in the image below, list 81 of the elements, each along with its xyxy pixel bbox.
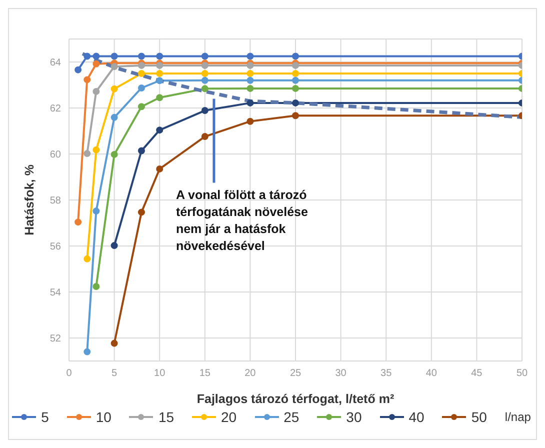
point	[84, 255, 91, 262]
x-tick-label: 0	[66, 368, 72, 380]
point	[246, 52, 254, 60]
point	[84, 52, 91, 60]
point	[201, 85, 208, 92]
point	[201, 76, 208, 84]
legend-label: 40	[408, 409, 424, 425]
legend-title: l/nap	[504, 410, 531, 424]
point	[246, 118, 254, 125]
point	[292, 70, 299, 77]
y-tick-label: 58	[50, 196, 62, 207]
point	[156, 94, 164, 102]
point	[92, 146, 100, 154]
point	[292, 76, 299, 84]
point	[201, 107, 208, 114]
point	[201, 133, 208, 140]
x-tick-label: 25	[290, 368, 302, 380]
legend-label: 20	[221, 409, 237, 425]
y-tick-label: 56	[50, 242, 62, 253]
point	[74, 218, 82, 226]
legend-label: 10	[96, 409, 112, 425]
point	[156, 70, 164, 77]
point	[74, 66, 82, 74]
point	[92, 88, 100, 95]
y-tick-label: 54	[50, 288, 62, 299]
point	[156, 52, 164, 60]
point	[92, 60, 100, 68]
x-tick-label: 15	[199, 368, 211, 380]
legend-label: 50	[471, 409, 487, 425]
point	[138, 70, 145, 77]
point	[84, 76, 91, 84]
line-series	[80, 52, 522, 119]
point	[84, 348, 91, 356]
point	[292, 99, 299, 106]
point	[110, 52, 118, 60]
x-tick-label: 30	[335, 368, 347, 380]
x-tick-label: 50	[516, 368, 528, 380]
point	[110, 85, 118, 92]
point	[246, 70, 254, 77]
annotation: A vonal fölött a tározó térfogatának növelése nem jár a hatásfok növekedésével	[176, 188, 308, 253]
y-tick-label: 64	[50, 58, 62, 69]
point	[138, 147, 145, 154]
point	[110, 63, 118, 70]
y-tick-label: 52	[50, 334, 62, 345]
point	[246, 76, 254, 84]
point	[138, 52, 145, 60]
point	[156, 126, 164, 134]
y-tick-label: 62	[50, 104, 62, 115]
point	[110, 114, 118, 121]
point	[201, 70, 208, 77]
y-axis-title: Hatásfok, %	[22, 164, 36, 236]
x-tick-label: 10	[154, 368, 166, 380]
point	[246, 99, 254, 106]
point	[138, 103, 145, 110]
x-tick-label: 20	[244, 368, 256, 380]
point	[292, 84, 299, 92]
x-axis-title: Fajlagos tározó térfogat, l/tető m²	[196, 392, 394, 406]
point	[84, 150, 91, 158]
point	[292, 112, 299, 120]
point	[156, 77, 164, 84]
point	[156, 165, 164, 172]
point	[246, 84, 254, 92]
point	[92, 52, 100, 60]
x-tick-label: 40	[426, 368, 438, 380]
legend-label: 25	[284, 409, 300, 425]
legend-label: 15	[158, 409, 174, 425]
point	[138, 84, 145, 92]
legend-label: 5	[41, 409, 49, 425]
legend-label: 30	[346, 409, 362, 425]
point	[92, 282, 100, 290]
x-tick-label: 5	[112, 368, 118, 380]
y-tick-label: 60	[50, 150, 62, 161]
point	[138, 208, 145, 216]
point	[201, 52, 208, 60]
x-tick-label: 45	[471, 368, 483, 380]
point	[110, 150, 118, 158]
point	[110, 242, 118, 250]
x-tick-label: 35	[380, 368, 392, 380]
point	[292, 52, 299, 60]
point	[92, 208, 100, 215]
point	[110, 340, 118, 347]
